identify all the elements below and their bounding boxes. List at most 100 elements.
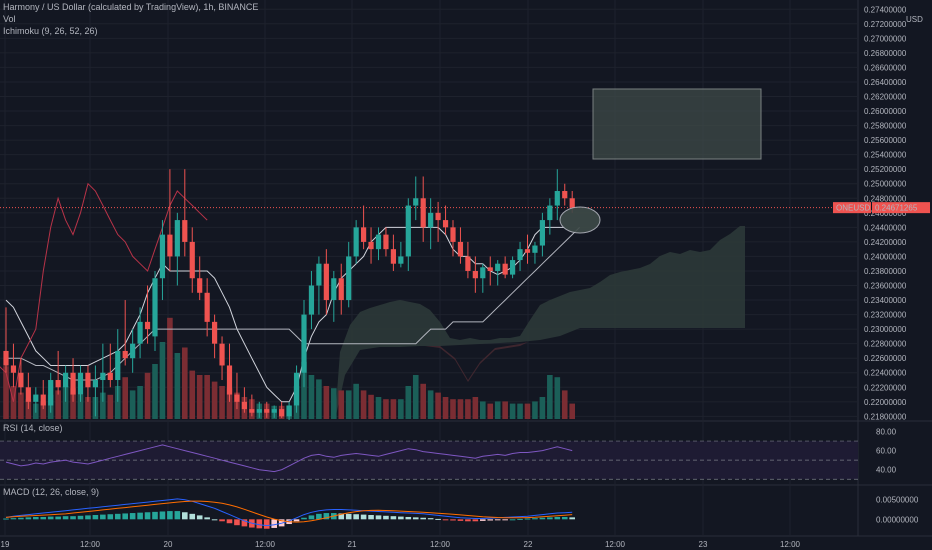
macd-histogram-bar [234,519,240,526]
chart-drawings[interactable] [559,88,762,234]
price-tick-label: 0.25000000 [864,180,907,189]
macd-histogram-bar [383,515,389,520]
price-tick-label: 0.23200000 [864,311,907,320]
candle-body [510,260,516,275]
candle-body [353,227,359,257]
price-tick-label: 0.23400000 [864,296,907,305]
price-tick-label: 0.26000000 [864,107,907,116]
volume-bar [137,386,143,419]
volume-bar [375,397,382,419]
legend: Harmony / US Dollar (calculated by Tradi… [3,2,923,497]
macd-histogram-bar [517,518,523,520]
time-tick-label: 23 [699,540,708,549]
macd-histogram-bar [554,516,561,520]
macd-histogram-bar [219,519,225,522]
price-tick-label: 0.27200000 [864,20,907,29]
price-tick-label: 0.26400000 [864,78,907,87]
macd-histogram-bar [569,517,575,520]
candle-body [55,380,61,388]
macd-histogram-bar [412,517,419,520]
volume-bar [107,394,114,419]
candle-body [100,372,106,381]
macd-histogram-bar [263,519,270,529]
price-tick-label: 0.24000000 [864,252,907,261]
volume-bar [480,401,486,419]
candle-body [70,372,76,395]
candle-body [197,278,203,293]
macd-histogram-bar [189,513,196,520]
macd-histogram-bar [375,515,382,520]
candle-body [92,380,98,388]
rsi-label: RSI (14, close) [3,423,63,433]
candle-body [144,321,151,330]
candle-body [10,365,17,373]
macd-histogram-bar [360,514,367,520]
volume-bar [398,399,404,419]
candle-body [40,394,46,406]
candle-body [85,372,91,388]
candle-body [130,343,136,359]
candle-body [182,220,188,242]
candle-body [502,263,508,275]
candle-body [77,372,84,395]
candle-body [547,205,553,221]
candle-body [323,263,329,301]
volume-bar [405,386,412,419]
price-tick-label: 0.26200000 [864,93,907,102]
volume-bar [25,399,32,419]
price-tick-label: 0.24600000 [864,209,907,218]
volume-bar [532,401,538,419]
macd-histogram-bar [122,513,128,520]
candle-body [226,365,233,395]
volume-bar [211,381,218,419]
candle-body [316,263,322,286]
candle-body [107,372,113,381]
volume-bar [323,386,330,419]
volume-bar [561,390,568,419]
macd-histogram-bar [40,516,47,520]
macd-histogram-bar [427,518,434,520]
volume-bar [331,388,337,419]
volume-bar [345,390,352,419]
macd-histogram-bar [353,514,359,520]
macd-histogram-bar [465,519,471,522]
macd-histogram-bar [420,517,426,520]
candle-body [115,350,121,381]
candle-body [368,241,374,250]
macd-histogram-bar [494,519,501,521]
candle-body [487,267,493,271]
macd-histogram-bar [368,515,374,520]
ichimoku-cloud [335,226,745,420]
macd-histogram-bar [480,519,486,521]
candle-body [241,401,247,410]
volume-bar [226,388,233,419]
macd-tick-label: 0.00500000 [876,496,919,505]
candle-body [338,278,344,301]
volume-bar [122,377,128,419]
macd-histogram-bar [390,516,397,520]
macd-histogram-bar [3,518,9,520]
macd-histogram-bar [293,519,300,522]
time-tick-label: 12:00 [780,540,801,549]
candle-body [204,292,210,322]
volume-bar [360,390,367,419]
candle-body [293,372,300,406]
macd-histogram-bar [472,519,479,522]
volume-bar [494,401,501,419]
candle-body [308,285,315,315]
highlight-ellipse [559,206,601,234]
macd-histogram-bar [316,513,322,520]
candle-body [18,372,24,388]
candle-body [212,321,218,344]
ichimoku-label: Ichimoku (9, 26, 52, 26) [3,26,98,36]
macd-histogram-bar [539,517,546,520]
volume-bar [100,392,106,419]
candle-body [122,350,128,359]
macd-histogram-bar [174,511,181,520]
candle-body [256,409,262,413]
volume-bar [390,399,397,419]
macd-histogram-bar [114,513,121,520]
volume-bar [539,397,546,419]
time-tick-label: 21 [348,540,357,549]
